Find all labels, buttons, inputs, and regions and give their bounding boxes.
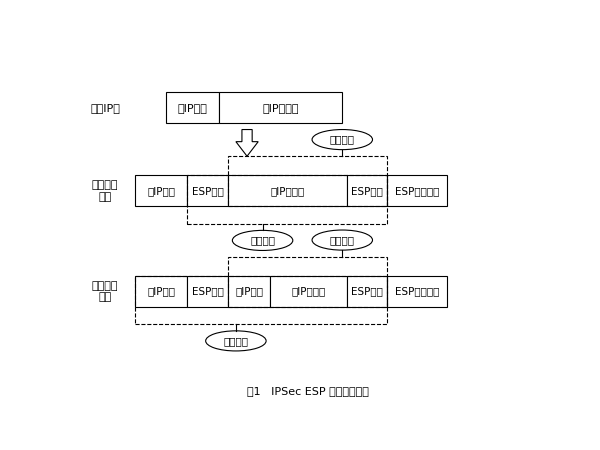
Bar [229, 175, 347, 207]
Text: ESP头部: ESP头部 [191, 286, 223, 297]
Bar [229, 276, 271, 307]
Bar [386, 175, 447, 207]
Text: 图1   IPSec ESP 协议封装格式: 图1 IPSec ESP 协议封装格式 [247, 386, 368, 396]
Text: 新IP头部: 新IP头部 [147, 286, 175, 297]
Bar [136, 276, 187, 307]
Bar [136, 175, 187, 207]
Text: 加密范围: 加密范围 [330, 135, 355, 144]
Bar [270, 276, 347, 307]
Ellipse shape [312, 230, 373, 250]
Bar [347, 175, 386, 207]
Text: 传输模式
封装: 传输模式 封装 [92, 180, 118, 202]
Bar [187, 276, 229, 307]
Ellipse shape [312, 130, 373, 150]
Bar [187, 175, 229, 207]
Bar [229, 256, 386, 307]
Bar [136, 276, 386, 324]
Text: 原IP头部: 原IP头部 [147, 186, 175, 196]
Bar [187, 175, 386, 224]
Text: 原IP包净荷: 原IP包净荷 [292, 286, 326, 297]
Text: 加密范围: 加密范围 [330, 235, 355, 245]
Text: 原IP包净荷: 原IP包净荷 [271, 186, 305, 196]
Ellipse shape [206, 331, 266, 351]
Bar [166, 92, 219, 123]
Bar [347, 276, 386, 307]
Text: ESP尾部: ESP尾部 [351, 186, 383, 196]
Text: 认证范围: 认证范围 [223, 336, 248, 346]
Polygon shape [236, 130, 258, 156]
Text: 认证范围: 认证范围 [250, 235, 275, 245]
Bar [219, 92, 343, 123]
Text: 原IP头部: 原IP头部 [235, 286, 263, 297]
Text: ESP认证数据: ESP认证数据 [395, 286, 439, 297]
Bar [386, 276, 447, 307]
Text: 原IP包净荷: 原IP包净荷 [263, 103, 299, 112]
Text: 原始IP包: 原始IP包 [90, 103, 120, 112]
Text: 原IP头部: 原IP头部 [178, 103, 208, 112]
Text: ESP头部: ESP头部 [191, 186, 223, 196]
Text: ESP认证数据: ESP认证数据 [395, 186, 439, 196]
Text: 隧道模式
封装: 隧道模式 封装 [92, 280, 118, 302]
Text: ESP尾部: ESP尾部 [351, 286, 383, 297]
Ellipse shape [232, 230, 293, 251]
Bar [229, 156, 386, 207]
